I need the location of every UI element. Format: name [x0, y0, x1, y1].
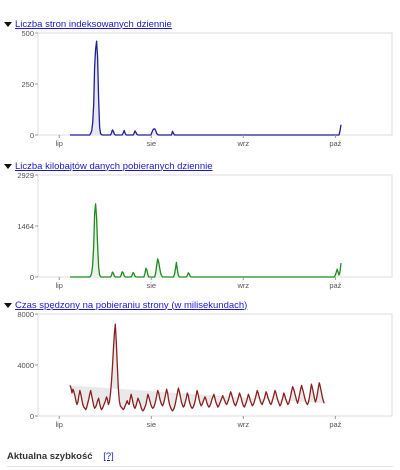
- download-time-chart-svg: 8000 4000 0 lip sie wrz paź: [17, 310, 393, 429]
- collapse-triangle-icon[interactable]: [4, 163, 12, 169]
- x-tick-label: wrz: [236, 139, 249, 148]
- chart-title-link[interactable]: Liczba stron indeksowanych dziennie: [15, 18, 172, 30]
- y-tick-label: 1464: [17, 222, 34, 231]
- divider: [7, 466, 393, 467]
- panel-header-download-time[interactable]: Czas spędzony na pobieraniu strony (w mi…: [4, 299, 247, 311]
- panel-header-pages[interactable]: Liczba stron indeksowanych dziennie: [4, 18, 172, 30]
- y-tick-label: 8000: [17, 310, 34, 319]
- x-tick-label: sie: [146, 420, 156, 429]
- x-tick-label: sie: [146, 139, 156, 148]
- chart-panel-download-time: Czas spędzony na pobieraniu strony (w mi…: [0, 299, 400, 431]
- y-tick-label: 250: [21, 80, 34, 89]
- series-line: [70, 203, 342, 278]
- x-tick-label: lip: [55, 139, 63, 148]
- pages-chart-svg: 500 250 0 lip sie wrz paź: [21, 29, 393, 148]
- x-tick-label: paź: [329, 420, 341, 429]
- plot-frame: [37, 32, 393, 136]
- chart-title-link[interactable]: Czas spędzony na pobieraniu strony (w mi…: [15, 299, 248, 311]
- y-tick-label: 0: [30, 412, 34, 421]
- x-tick-label: wrz: [236, 281, 249, 290]
- y-tick-label: 500: [21, 29, 34, 38]
- x-tick-label: wrz: [236, 420, 249, 429]
- kilobytes-chart-svg: 2929 1464 0 lip sie wrz paź: [17, 171, 393, 290]
- chart-title-link[interactable]: Liczba kilobajtów danych pobieranych dzi…: [15, 160, 213, 172]
- y-tick-label: 0: [30, 273, 34, 282]
- plot-frame: [37, 174, 393, 278]
- x-tick-label: paź: [329, 281, 341, 290]
- help-link[interactable]: [?]: [103, 451, 114, 462]
- x-tick-label: lip: [55, 420, 63, 429]
- y-tick-label: 0: [30, 131, 34, 140]
- series-area: [70, 203, 341, 277]
- x-tick-label: paź: [329, 139, 341, 148]
- x-tick-label: lip: [55, 281, 63, 290]
- current-speed-section: Aktualna szybkość [?]: [7, 451, 114, 462]
- chart-panel-kilobytes: Liczba kilobajtów danych pobieranych dzi…: [0, 160, 400, 292]
- x-tick-label: sie: [146, 281, 156, 290]
- current-speed-heading: Aktualna szybkość: [7, 451, 93, 462]
- y-tick-label: 4000: [17, 361, 34, 370]
- series-line: [69, 323, 325, 412]
- chart-panel-pages: Liczba stron indeksowanych dziennie 500 2…: [0, 18, 400, 150]
- panel-header-kilobytes[interactable]: Liczba kilobajtów danych pobieranych dzi…: [4, 160, 213, 172]
- collapse-triangle-icon[interactable]: [4, 21, 12, 27]
- y-tick-label: 2929: [17, 171, 34, 180]
- series-line: [70, 40, 342, 136]
- collapse-triangle-icon[interactable]: [4, 302, 12, 308]
